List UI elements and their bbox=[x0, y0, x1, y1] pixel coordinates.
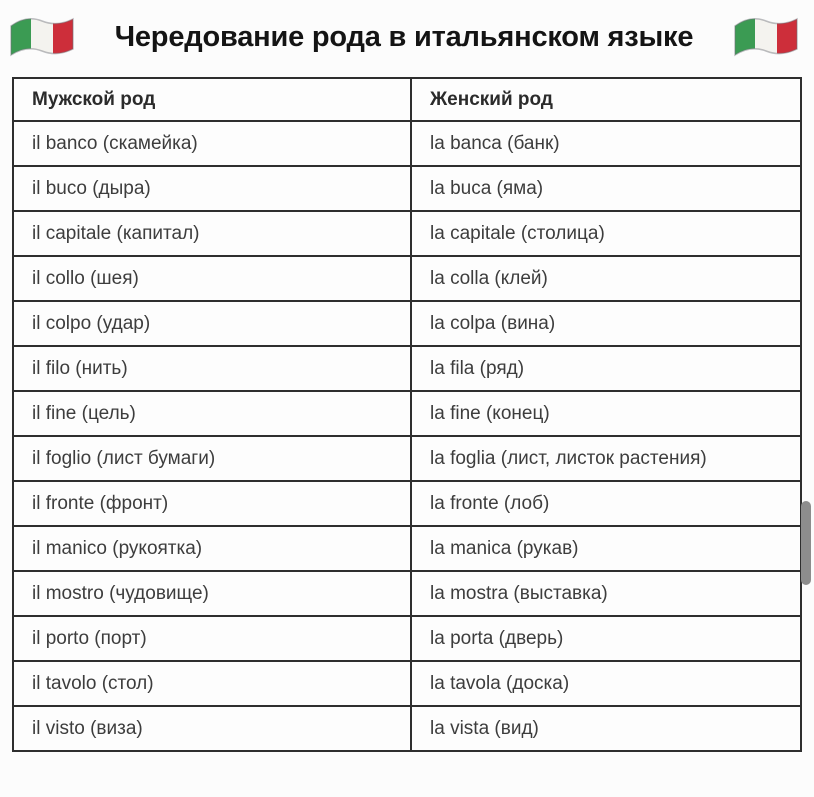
feminine-cell: la fine (конец) bbox=[410, 390, 802, 437]
page-header: Чередование рода в итальянском языке bbox=[8, 12, 800, 62]
page-title: Чередование рода в итальянском языке bbox=[114, 20, 694, 53]
feminine-cell: la vista (вид) bbox=[410, 705, 802, 752]
table-row: il buco (дыра) la buca (яма) bbox=[12, 165, 802, 212]
table-row: il visto (виза) la vista (вид) bbox=[12, 705, 802, 752]
masculine-cell: il porto (порт) bbox=[12, 615, 412, 662]
italy-flag-icon bbox=[8, 13, 76, 61]
scrollbar-thumb[interactable] bbox=[801, 501, 811, 585]
masculine-cell: il visto (виза) bbox=[12, 705, 412, 752]
masculine-cell: il fine (цель) bbox=[12, 390, 412, 437]
table-row: il collo (шея) la colla (клей) bbox=[12, 255, 802, 302]
feminine-cell: la tavola (доска) bbox=[410, 660, 802, 707]
table-row: il colpo (удар) la colpa (вина) bbox=[12, 300, 802, 347]
feminine-cell: la fronte (лоб) bbox=[410, 480, 802, 527]
gender-alternation-table: Мужской род Женский род il banco (скамей… bbox=[12, 77, 802, 752]
masculine-cell: il banco (скамейка) bbox=[12, 120, 412, 167]
masculine-cell: il tavolo (стол) bbox=[12, 660, 412, 707]
masculine-cell: il capitale (капитал) bbox=[12, 210, 412, 257]
table-row: il foglio (лист бумаги) la foglia (лист,… bbox=[12, 435, 802, 482]
feminine-cell: la mostra (выставка) bbox=[410, 570, 802, 617]
table-row: il fine (цель) la fine (конец) bbox=[12, 390, 802, 437]
masculine-cell: il fronte (фронт) bbox=[12, 480, 412, 527]
masculine-cell: il foglio (лист бумаги) bbox=[12, 435, 412, 482]
column-header-masculine: Мужской род bbox=[12, 77, 412, 122]
feminine-cell: la foglia (лист, листок растения) bbox=[410, 435, 802, 482]
masculine-cell: il mostro (чудовище) bbox=[12, 570, 412, 617]
feminine-cell: la buca (яма) bbox=[410, 165, 802, 212]
table-row: il porto (порт) la porta (дверь) bbox=[12, 615, 802, 662]
masculine-cell: il colpo (удар) bbox=[12, 300, 412, 347]
masculine-cell: il filo (нить) bbox=[12, 345, 412, 392]
feminine-cell: la fila (ряд) bbox=[410, 345, 802, 392]
feminine-cell: la capitale (столица) bbox=[410, 210, 802, 257]
table-row: il tavolo (стол) la tavola (доска) bbox=[12, 660, 802, 707]
table-header-row: Мужской род Женский род bbox=[12, 77, 802, 122]
column-header-feminine: Женский род bbox=[410, 77, 802, 122]
feminine-cell: la colla (клей) bbox=[410, 255, 802, 302]
masculine-cell: il buco (дыра) bbox=[12, 165, 412, 212]
feminine-cell: la manica (рукав) bbox=[410, 525, 802, 572]
table-row: il fronte (фронт) la fronte (лоб) bbox=[12, 480, 802, 527]
table-row: il capitale (капитал) la capitale (столи… bbox=[12, 210, 802, 257]
feminine-cell: la porta (дверь) bbox=[410, 615, 802, 662]
masculine-cell: il collo (шея) bbox=[12, 255, 412, 302]
feminine-cell: la colpa (вина) bbox=[410, 300, 802, 347]
table-row: il mostro (чудовище) la mostra (выставка… bbox=[12, 570, 802, 617]
italy-flag-icon bbox=[732, 13, 800, 61]
masculine-cell: il manico (рукоятка) bbox=[12, 525, 412, 572]
feminine-cell: la banca (банк) bbox=[410, 120, 802, 167]
table-row: il manico (рукоятка) la manica (рукав) bbox=[12, 525, 802, 572]
table-row: il banco (скамейка) la banca (банк) bbox=[12, 120, 802, 167]
table-row: il filo (нить) la fila (ряд) bbox=[12, 345, 802, 392]
